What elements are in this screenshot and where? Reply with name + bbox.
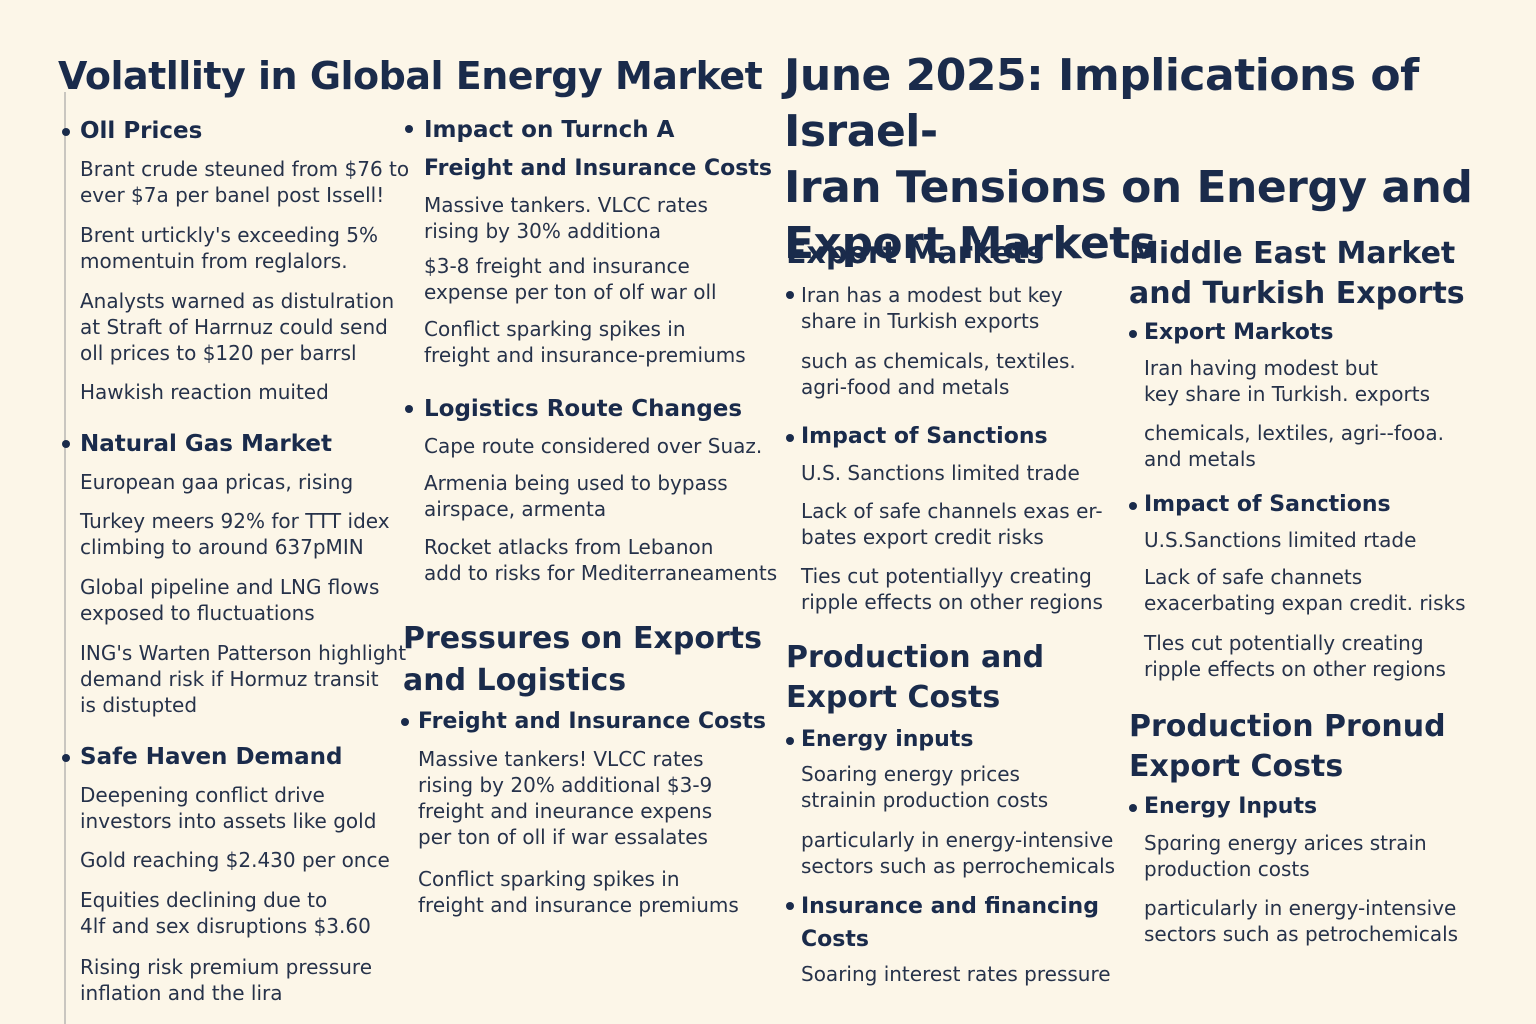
production-title: Production and Export Costs — [786, 640, 1045, 715]
bullet-dot — [62, 440, 70, 448]
pressures-title: Pressures on Exports and Logistics — [403, 621, 762, 698]
production-paragraph-1: Soaring energy prices strainin productio… — [801, 762, 1049, 812]
haven-paragraph-4: Rising risk premium pressure inflation a… — [80, 955, 373, 1005]
sanctions-heading-right: Impact of Sanctions — [1144, 492, 1391, 517]
bullet-dot — [786, 291, 794, 299]
insurance-financing-heading: Insurance and financing Costs — [801, 894, 1099, 952]
production-right-paragraph-2: particularly in energy-intensive sectors… — [1144, 896, 1459, 946]
oil-prices-heading: Oll Prices — [80, 118, 203, 144]
left-divider-line — [64, 92, 66, 1024]
bullet-dot — [1129, 330, 1137, 338]
left-title: Volatllity in Global Energy Market — [58, 54, 763, 98]
gas-paragraph-1: European gaa pricas, rising — [80, 470, 354, 494]
middle-paragraph-1: Iran having modest but key share in Turk… — [1144, 356, 1430, 406]
pressures-paragraph-1: Massive tankers! VLCC rates rising by 20… — [418, 747, 713, 849]
bullet-dot — [1129, 502, 1137, 510]
export-paragraph-3: U.S. Sanctions limited trade — [801, 461, 1080, 485]
bullet-dot — [786, 737, 794, 745]
export-paragraph-4: Lack of safe channels exas er- bates exp… — [801, 499, 1103, 549]
haven-paragraph-1: Deepening conflict drive investors into … — [80, 783, 377, 833]
oil-paragraph-2: Brent urtickly's exceeding 5% momentuin … — [80, 223, 378, 273]
natural-gas-heading: Natural Gas Market — [80, 431, 333, 457]
export-markots-heading: Export Markots — [1144, 320, 1334, 345]
energy-inputs-heading-right: Energy Inputs — [1144, 794, 1318, 819]
bullet-dot — [401, 718, 409, 726]
production-paragraph-2: particularly in energy-intensive sectors… — [801, 828, 1116, 878]
energy-inputs-heading: Energy inputs — [801, 727, 974, 752]
freight-insurance-subheading: Freight and Insurance Costs — [424, 156, 772, 181]
middle-paragraph-2: chemicals, lextiles, agri--fooa. and met… — [1144, 421, 1444, 471]
haven-paragraph-3: Equities declining due to 4lf and sex di… — [80, 888, 371, 938]
middle-paragraph-4: Lack of safe channets exacerbating expan… — [1144, 565, 1466, 615]
logistics-paragraph-3: Rocket atlacks from Lebanon add to risks… — [424, 535, 778, 585]
middle-paragraph-3: U.S.Sanctions limited rtade — [1144, 528, 1417, 552]
export-paragraph-5: Ties cut potentiallyy creating ripple ef… — [801, 564, 1103, 614]
oil-paragraph-3: Analysts warned as distulration at Straf… — [80, 289, 395, 365]
gas-paragraph-4: ING's Warten Patterson highlight demand … — [80, 641, 407, 717]
middle-paragraph-5: Tles cut potentially creating ripple eff… — [1144, 631, 1446, 681]
bullet-dot — [405, 125, 413, 133]
impact-paragraph-2: $3-8 freight and insurance expense per t… — [424, 254, 717, 304]
oil-paragraph-4: Hawkish reaction muited — [80, 380, 329, 404]
middle-east-title: Middle East Market and Turkish Exports — [1129, 236, 1465, 311]
oil-paragraph-1: Brant crude steuned from $76 to ever $7a… — [80, 157, 410, 207]
pressures-paragraph-2: Conflict sparking spikes in freight and … — [418, 867, 739, 917]
impact-heading: Impact on Turnch A — [424, 117, 675, 143]
export-paragraph-1: Iran has a modest but key share in Turki… — [801, 283, 1063, 333]
production-right-paragraph-1: Spɑring energy arices strain production … — [1144, 831, 1427, 881]
production-pronud-title: Production Pronud Export Costs — [1129, 709, 1446, 784]
bullet-dot — [786, 434, 794, 442]
sanctions-heading: Impact of Sanctions — [801, 424, 1048, 449]
bullet-dot — [62, 128, 70, 136]
export-paragraph-2: such as chemicals, textiles. agri-food a… — [801, 349, 1076, 399]
logistics-paragraph-1: Cape route considered over Suaz. — [424, 434, 763, 458]
right-title: June 2025: Implications of Israel- Iran … — [784, 50, 1473, 269]
haven-paragraph-2: Gold reaching $2.430 per once — [80, 848, 390, 872]
safe-haven-heading: Safe Haven Demand — [80, 744, 343, 770]
bullet-dot — [62, 754, 70, 762]
bullet-dot — [405, 405, 413, 413]
gas-paragraph-2: Turkey meers 92% for TTT idex climbing t… — [80, 509, 390, 559]
bullet-dot — [1129, 804, 1137, 812]
export-markets-title: Export Markets — [786, 236, 1045, 271]
gas-paragraph-3: Global pipeline and LNG flows exposed to… — [80, 575, 380, 625]
impact-paragraph-3: Conflict sparking spikes in freight and … — [424, 317, 746, 367]
production-paragraph-3: Soaring interest rates pressure — [801, 962, 1111, 986]
logistics-paragraph-2: Armenia being used to bypass airspace, a… — [424, 471, 728, 521]
pressures-freight-heading: Freight and Insurance Costs — [418, 709, 766, 734]
logistics-heading: Logistics Route Changes — [424, 396, 743, 422]
bullet-dot — [786, 902, 794, 910]
impact-paragraph-1: Massive tankers. VLCC rates rising by 30… — [424, 193, 708, 243]
